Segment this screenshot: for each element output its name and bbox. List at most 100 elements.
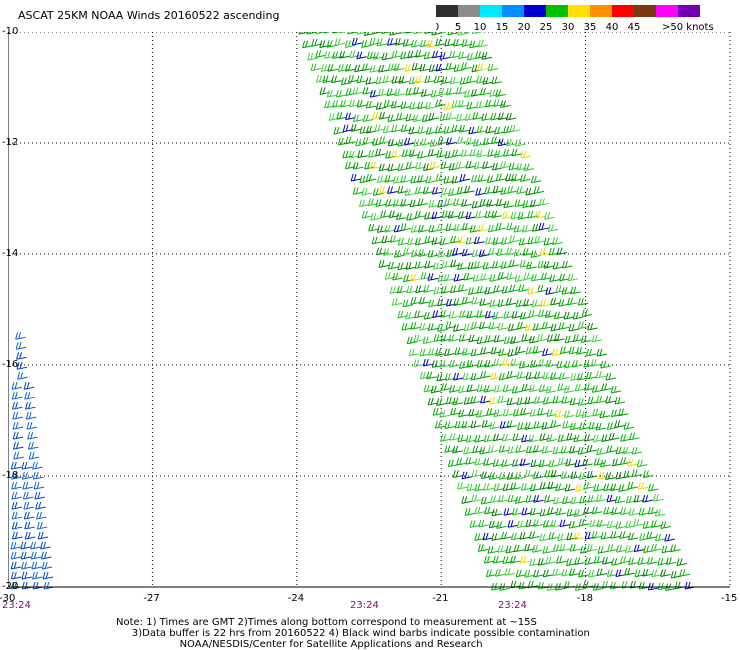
- barb-flag: [495, 185, 499, 193]
- barb-flag: [456, 236, 460, 244]
- barb-flag: [393, 100, 397, 108]
- main-swath-wind-barb: [493, 334, 505, 343]
- barb-shaft: [21, 576, 32, 580]
- barb-flag: [22, 491, 26, 500]
- barb-shaft: [606, 449, 617, 453]
- barb-shaft: [448, 338, 459, 342]
- barb-shaft: [319, 44, 330, 48]
- main-swath-wind-barb: [481, 113, 492, 121]
- barb-flag: [480, 370, 484, 379]
- main-swath-wind-barb: [502, 408, 514, 417]
- barb-flag: [332, 51, 336, 59]
- barb-shaft: [459, 314, 470, 318]
- main-swath-wind-barb: [498, 348, 509, 357]
- barb-flag: [623, 470, 627, 478]
- barb-flag: [344, 64, 348, 72]
- lon-tick-label: -18: [576, 593, 593, 604]
- main-swath-wind-barb: [533, 569, 544, 578]
- main-swath-wind-barb: [511, 507, 523, 516]
- map-canvas[interactable]: [7, 25, 738, 592]
- main-swath-wind-barb: [470, 420, 482, 429]
- barb-flag: [530, 459, 534, 467]
- barb-shaft: [441, 265, 453, 269]
- barb-flag: [461, 348, 465, 356]
- barb-flag: [494, 210, 498, 218]
- barb-flag: [511, 310, 515, 319]
- main-swath-wind-barb: [484, 360, 496, 368]
- wind-map-plot[interactable]: [7, 25, 738, 595]
- barb-flag: [318, 75, 322, 82]
- barb-flag: [625, 520, 629, 528]
- barb-flag: [389, 235, 393, 243]
- west-edge-swath-wind-barb: [25, 402, 36, 410]
- barb-shaft: [506, 375, 518, 379]
- barb-shaft: [569, 525, 580, 529]
- barb-shaft: [531, 278, 542, 282]
- barb-flag: [552, 446, 556, 455]
- barb-flag: [506, 508, 510, 515]
- main-swath-wind-barb: [493, 99, 504, 107]
- barb-flag: [561, 568, 565, 577]
- barb-shaft: [428, 352, 439, 356]
- barb-flag: [39, 521, 43, 529]
- main-swath-wind-barb: [422, 358, 434, 367]
- barb-flag: [344, 161, 348, 169]
- barb-flag: [407, 137, 411, 145]
- barb-shaft: [408, 131, 419, 135]
- barb-shaft: [552, 400, 564, 404]
- west-edge-swath-wind-barb: [11, 511, 23, 520]
- barb-flag: [469, 520, 473, 528]
- barb-flag: [507, 494, 511, 503]
- main-swath-wind-barb: [466, 101, 477, 110]
- main-swath-wind-barb: [440, 161, 452, 170]
- barb-shaft: [501, 536, 512, 540]
- main-swath-wind-barb: [320, 64, 332, 72]
- barb-shaft: [493, 463, 504, 467]
- main-swath-wind-barb: [525, 346, 537, 355]
- barb-shaft: [418, 229, 429, 233]
- barb-flag: [480, 39, 484, 47]
- barb-shaft: [384, 179, 396, 183]
- main-swath-wind-barb: [359, 175, 370, 184]
- barb-flag: [423, 51, 427, 59]
- barb-shaft: [548, 464, 559, 468]
- barb-shaft: [577, 377, 588, 381]
- barb-flag: [516, 162, 520, 171]
- barb-shaft: [482, 81, 494, 85]
- main-swath-wind-barb: [545, 556, 557, 565]
- main-swath-wind-barb: [567, 273, 579, 282]
- main-swath-wind-barb: [571, 360, 583, 368]
- barb-flag: [466, 310, 470, 319]
- barb-shaft: [506, 277, 517, 281]
- barb-flag: [355, 87, 359, 94]
- barb-flag: [474, 494, 478, 502]
- barb-shaft: [588, 574, 599, 578]
- main-swath-wind-barb: [451, 100, 463, 108]
- barb-flag: [582, 458, 586, 467]
- barb-flag: [329, 40, 333, 47]
- barb-flag: [358, 138, 362, 146]
- main-swath-wind-barb: [456, 236, 468, 244]
- main-swath-wind-barb: [391, 150, 402, 159]
- barb-flag: [479, 384, 483, 392]
- barb-flag: [529, 531, 533, 539]
- barb-flag: [552, 568, 556, 576]
- barb-flag: [507, 323, 511, 331]
- barb-flag: [468, 236, 472, 244]
- barb-flag: [510, 336, 514, 344]
- barb-shaft: [433, 338, 445, 342]
- main-swath-wind-barb: [665, 557, 677, 565]
- barb-shaft: [552, 353, 563, 357]
- barb-shaft: [462, 352, 473, 356]
- barb-flag: [31, 461, 35, 470]
- main-swath-wind-barb: [361, 40, 372, 48]
- barb-flag: [582, 495, 586, 503]
- barb-flag: [411, 76, 415, 84]
- barb-flag: [621, 484, 625, 492]
- barb-flag: [408, 311, 412, 319]
- barb-flag: [345, 150, 349, 158]
- barb-shaft: [533, 327, 544, 331]
- main-swath-wind-barb: [429, 161, 441, 169]
- barb-flag: [36, 521, 40, 530]
- barb-flag: [387, 114, 391, 122]
